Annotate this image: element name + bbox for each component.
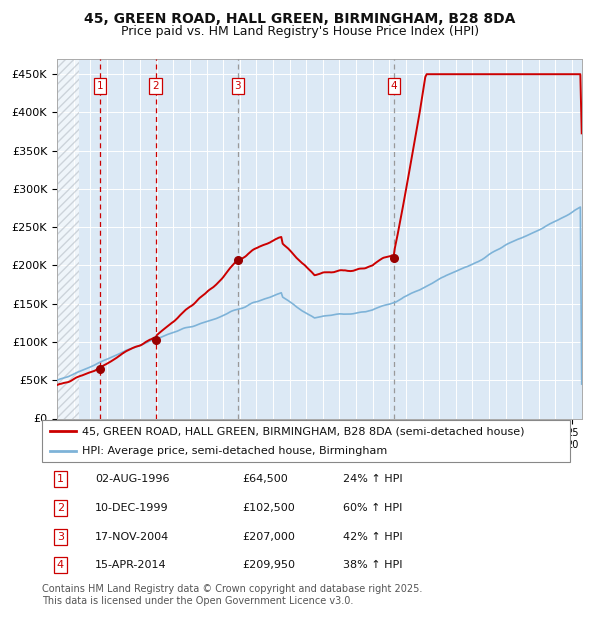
Text: 24% ↑ HPI: 24% ↑ HPI (343, 474, 403, 484)
Text: HPI: Average price, semi-detached house, Birmingham: HPI: Average price, semi-detached house,… (82, 446, 387, 456)
Text: £207,000: £207,000 (242, 532, 296, 542)
Text: Price paid vs. HM Land Registry's House Price Index (HPI): Price paid vs. HM Land Registry's House … (121, 25, 479, 38)
Text: 45, GREEN ROAD, HALL GREEN, BIRMINGHAM, B28 8DA (semi-detached house): 45, GREEN ROAD, HALL GREEN, BIRMINGHAM, … (82, 426, 524, 436)
FancyBboxPatch shape (42, 420, 570, 462)
Bar (57, 59, 79, 418)
Text: 3: 3 (57, 532, 64, 542)
Text: 4: 4 (57, 560, 64, 570)
Text: 2: 2 (152, 81, 159, 91)
Text: 45, GREEN ROAD, HALL GREEN, BIRMINGHAM, B28 8DA: 45, GREEN ROAD, HALL GREEN, BIRMINGHAM, … (85, 12, 515, 27)
Text: 1: 1 (97, 81, 103, 91)
Text: 1: 1 (57, 474, 64, 484)
Text: £64,500: £64,500 (242, 474, 289, 484)
Text: £102,500: £102,500 (242, 503, 295, 513)
Text: 15-APR-2014: 15-APR-2014 (95, 560, 166, 570)
Text: 10-DEC-1999: 10-DEC-1999 (95, 503, 169, 513)
Text: 4: 4 (391, 81, 397, 91)
Bar (57, 59, 79, 418)
Text: 02-AUG-1996: 02-AUG-1996 (95, 474, 169, 484)
Text: 17-NOV-2004: 17-NOV-2004 (95, 532, 169, 542)
Text: 3: 3 (235, 81, 241, 91)
Text: 42% ↑ HPI: 42% ↑ HPI (343, 532, 403, 542)
Text: £209,950: £209,950 (242, 560, 296, 570)
Text: 38% ↑ HPI: 38% ↑ HPI (343, 560, 403, 570)
Text: 2: 2 (57, 503, 64, 513)
Text: 60% ↑ HPI: 60% ↑ HPI (343, 503, 403, 513)
Text: Contains HM Land Registry data © Crown copyright and database right 2025.
This d: Contains HM Land Registry data © Crown c… (42, 584, 422, 606)
